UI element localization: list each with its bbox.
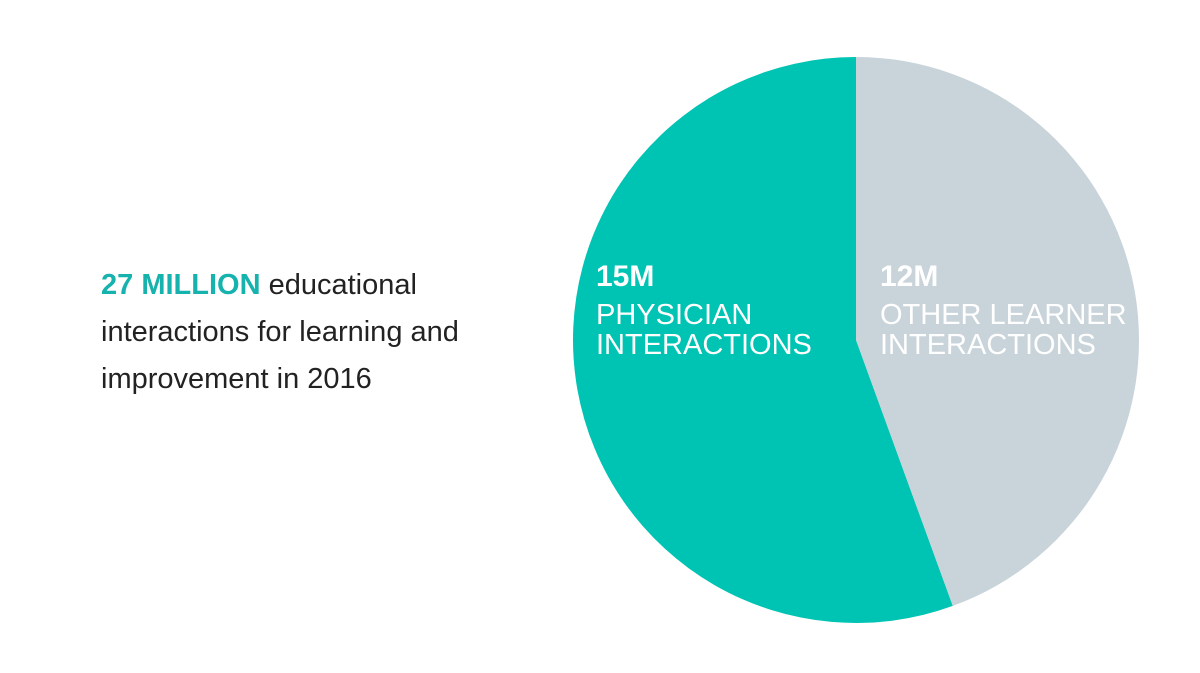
annotation-highlight: 27 MILLION	[101, 269, 261, 301]
annotation: 27 MILLION educational interactions for …	[101, 262, 481, 403]
pie-slice	[572, 57, 953, 623]
value-label: 12M	[880, 260, 939, 293]
slice-label: 15M PHYSICIAN INTERACTIONS	[596, 260, 866, 361]
value-label: 15M	[596, 260, 655, 293]
category-label: OTHER LEARNER INTERACTIONS	[880, 299, 1127, 361]
category-label: PHYSICIAN INTERACTIONS	[596, 299, 812, 361]
annotation-text: educational interactions for learning an…	[101, 269, 459, 395]
pie-slice	[856, 56, 1139, 606]
slice-label: 12M OTHER LEARNER INTERACTIONS	[880, 260, 1150, 361]
